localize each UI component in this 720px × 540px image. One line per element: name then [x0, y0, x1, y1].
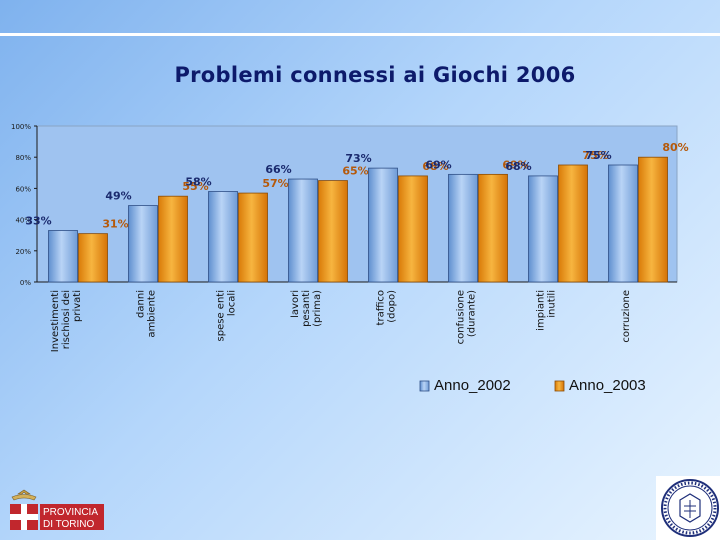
x-tick-label-4: traffico (dopo) [376, 290, 398, 326]
value-label-anno_2002-3: 66% [265, 163, 291, 176]
bar-anno_2002-1 [128, 205, 158, 283]
x-tick-label-7: corruzione [621, 290, 632, 343]
value-label-anno_2002-5: 69% [425, 158, 451, 171]
value-label-anno_2002-6: 68% [505, 160, 531, 173]
x-tick-label-1: danni ambiente [136, 290, 158, 338]
x-tick-label-line: pesanti [301, 290, 312, 327]
bar-chart: 0% 20% 40% 60% 80% 100% 33% 31% 49% 55%58% 57%66%… [11, 123, 689, 394]
value-label-anno_2002-0: 33% [25, 215, 51, 228]
y-tick-label: 80% [15, 154, 31, 162]
value-labels: 33% 31%49%55%58% 57%66% 65%73%68%69% 69%68%7… [25, 141, 688, 230]
x-tick-label-5: confusione (durante) [456, 290, 478, 345]
bars [48, 156, 668, 283]
value-label-anno_2002-7: 75% [585, 149, 611, 162]
x-tick-label-3: lavori pesanti (prima) [290, 290, 323, 327]
x-tick-label-line: inutili [547, 290, 558, 318]
x-tick-label-line: danni [136, 290, 147, 318]
value-label-anno_2003-5: 69% [502, 158, 528, 171]
value-label-anno_2003-1: 55% [182, 180, 208, 193]
bar-anno_2002-3 [288, 178, 318, 283]
bar-anno_2003-4 [398, 175, 428, 283]
x-tick-label-line: lavori [290, 290, 301, 318]
x-tick-label-line: privati [72, 290, 83, 322]
x-tick-label-line: impianti [536, 290, 547, 331]
y-tick-label: 20% [15, 248, 31, 256]
bar-anno_2003-6 [558, 164, 588, 283]
legend-swatch-anno_2002 [419, 380, 430, 392]
svg-text:DI TORINO: DI TORINO [43, 519, 95, 530]
header-divider [0, 33, 720, 36]
value-label-anno_2003-3: 65% [342, 165, 368, 178]
svg-text:PROVINCIA: PROVINCIA [43, 507, 98, 518]
value-label-anno_2003-6: 75% [582, 149, 608, 162]
bar-anno_2003-7 [638, 156, 668, 283]
value-label-anno_2003-4: 68% [422, 160, 448, 173]
y-tick-label: 40% [15, 217, 31, 225]
bar-anno_2003-1 [158, 195, 188, 283]
x-tick-label-line: confusione [456, 290, 467, 344]
bar-anno_2002-6 [528, 175, 558, 283]
value-label-anno_2002-2: 58% [185, 176, 211, 189]
legend: Anno_2002 Anno_2003 [419, 377, 646, 394]
x-tick-label-line: ambiente [147, 290, 158, 338]
value-label-anno_2003-7: 80% [662, 141, 688, 154]
provincia-di-torino-logo: PROVINCIA DI TORINO [10, 489, 104, 530]
slide-title: Problemi connessi ai Giochi 2006 [174, 63, 576, 87]
legend-label-anno_2003: Anno_2003 [569, 377, 646, 394]
x-tick-label-line: rischiosi dei [61, 290, 72, 349]
x-tick-label-line: traffico [376, 290, 387, 325]
x-tick-label-0: Investimenti rischiosi dei privati [50, 290, 83, 352]
value-label-anno_2003-2: 57% [262, 177, 288, 190]
y-tick-label: 0% [20, 279, 31, 287]
legend-label-anno_2002: Anno_2002 [434, 377, 511, 394]
x-tick-label-line: corruzione [621, 290, 632, 343]
x-tick-label-2: spese enti locali [216, 290, 238, 341]
x-tick-label-line: locali [227, 290, 238, 316]
x-tick-label-line: (dopo) [387, 290, 398, 323]
bar-anno_2003-3 [318, 180, 348, 283]
y-tick-label: 100% [11, 123, 31, 131]
bar-anno_2002-4 [368, 167, 398, 283]
value-label-anno_2003-0: 31% [102, 218, 128, 231]
x-tick-label-6: impianti inutili [536, 290, 558, 331]
bar-anno_2003-5 [478, 173, 508, 283]
value-label-anno_2002-1: 49% [105, 190, 131, 203]
bar-anno_2002-2 [208, 191, 238, 283]
y-tick-label: 60% [15, 185, 31, 193]
value-label-anno_2002-4: 73% [345, 152, 371, 165]
bar-anno_2003-2 [238, 192, 268, 283]
x-axis-labels: Investimenti rischiosi dei privati danni amb… [50, 290, 632, 352]
legend-swatch-anno_2003 [554, 380, 565, 392]
x-tick-label-line: (prima) [312, 290, 323, 327]
bar-anno_2002-7 [608, 164, 638, 283]
x-tick-label-line: Investimenti [50, 290, 61, 352]
bar-anno_2002-0 [48, 230, 78, 283]
seal-logo [656, 476, 720, 540]
x-tick-label-line: (durante) [467, 290, 478, 337]
bar-anno_2003-0 [78, 233, 108, 283]
x-tick-label-line: spese enti [216, 290, 227, 341]
bar-anno_2002-5 [448, 173, 478, 283]
